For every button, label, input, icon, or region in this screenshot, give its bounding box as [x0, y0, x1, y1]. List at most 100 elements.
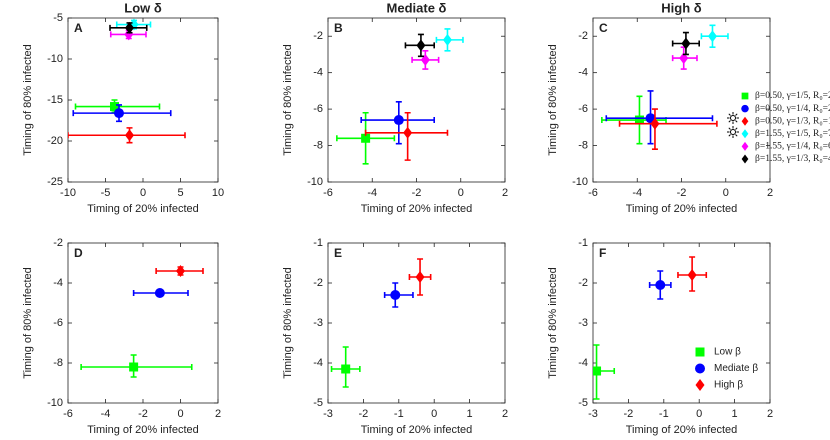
x-tick-label: 5: [177, 187, 183, 199]
legend-label: β=1.55, γ=1/4, R₀=6.20: [755, 142, 830, 152]
marker: [129, 362, 139, 372]
marker: [361, 133, 371, 143]
legend-marker: [741, 92, 749, 100]
y-tick-label: -6: [313, 103, 323, 115]
legend-marker: [695, 363, 705, 374]
x-tick-label: -5: [101, 187, 111, 199]
y-axis-label: Timing of 80% infected: [282, 267, 294, 378]
y-tick-label: -25: [47, 176, 63, 188]
legend-label: β=0.50, γ=1/4, R₀=2.00: [755, 104, 830, 114]
legend-marker: [741, 104, 749, 113]
y-tick-label: -6: [53, 317, 63, 329]
legend-marker: [741, 129, 749, 139]
y-tick-label: -10: [47, 397, 63, 409]
y-tick-label: -5: [53, 12, 63, 24]
x-tick-label: -1: [659, 408, 669, 420]
y-tick-label: -10: [307, 176, 323, 188]
x-tick-label: -1: [394, 408, 404, 420]
panel-title: High δ: [661, 0, 701, 15]
y-tick-label: -4: [53, 277, 63, 289]
marker: [341, 364, 351, 374]
x-tick-label: 10: [212, 187, 224, 199]
x-tick-label: 1: [467, 408, 473, 420]
x-tick-label: 0: [177, 408, 183, 420]
x-tick-label: -2: [412, 187, 422, 199]
legend-marker: [695, 379, 705, 391]
axes-box: [327, 242, 506, 404]
marker: [416, 39, 426, 52]
x-error-bar: [605, 115, 714, 122]
legend-label: High β: [714, 380, 743, 391]
x-tick-label: -3: [588, 408, 598, 420]
y-tick-label: -2: [578, 30, 588, 42]
y-tick-label: -2: [313, 30, 323, 42]
x-tick-label: 2: [767, 187, 773, 199]
plot-area: [80, 265, 204, 378]
x-tick-label: -4: [367, 187, 377, 199]
y-tick-label: -5: [313, 397, 323, 409]
y-tick-label: -15: [47, 94, 63, 106]
y-tick-label: -3: [578, 317, 588, 329]
legend-marker: [695, 347, 705, 357]
panel-label: F: [599, 246, 606, 260]
marker: [176, 265, 185, 277]
x-tick-label: -4: [101, 408, 111, 420]
legend-label: β=1.55, γ=1/3, R₀=4.65: [755, 154, 830, 164]
marker: [707, 30, 717, 43]
y-tick-label: -10: [572, 176, 588, 188]
y-tick-label: -4: [313, 67, 323, 79]
x-tick-label: -6: [63, 408, 73, 420]
panel-title: Low δ: [124, 0, 162, 15]
marker: [415, 271, 425, 283]
marker: [114, 108, 124, 119]
x-tick-label: 2: [502, 408, 508, 420]
x-tick-label: 1: [732, 408, 738, 420]
marker: [393, 115, 404, 126]
x-error-bar: [618, 120, 718, 127]
y-tick-label: -6: [578, 103, 588, 115]
x-tick-label: -2: [677, 187, 687, 199]
y-tick-label: -4: [313, 357, 323, 369]
y-axis-label: Timing of 80% infected: [282, 44, 294, 155]
marker: [403, 126, 413, 139]
plot-area: [593, 256, 708, 400]
x-axis-label: Timing of 20% infected: [626, 203, 737, 215]
legend-label: Low β: [714, 347, 741, 358]
x-tick-label: 0: [696, 408, 702, 420]
marker: [655, 280, 666, 290]
plot-area: [601, 24, 729, 150]
x-tick-label: -10: [60, 187, 76, 199]
panel-label: E: [334, 246, 342, 260]
legend-marker: [741, 141, 749, 151]
panel-label: D: [74, 246, 83, 260]
axes-box: [592, 242, 771, 404]
marker: [634, 115, 644, 125]
x-tick-label: 0: [431, 408, 437, 420]
marker: [687, 269, 697, 281]
plot-area: [68, 18, 186, 144]
x-axis-label: Timing of 20% infected: [361, 424, 472, 436]
y-axis-label: Timing of 80% infected: [22, 44, 34, 155]
marker: [125, 129, 134, 142]
marker: [650, 117, 660, 130]
y-tick-label: -3: [313, 317, 323, 329]
marker: [593, 366, 602, 376]
legend-label: β=1.55, γ=1/5, R₀=7.75: [755, 129, 830, 139]
plot-area: [330, 258, 432, 388]
marker: [124, 28, 134, 41]
y-tick-label: -1: [578, 237, 588, 249]
axes-box: [327, 17, 506, 183]
marker: [390, 290, 401, 300]
axes-box: [67, 17, 219, 183]
legend-marker: [741, 154, 749, 164]
axes-box: [67, 242, 219, 404]
y-tick-label: -8: [53, 357, 63, 369]
x-tick-label: -4: [632, 187, 642, 199]
x-axis-label: Timing of 20% infected: [361, 203, 472, 215]
y-tick-label: -8: [578, 139, 588, 151]
x-tick-label: 2: [767, 408, 773, 420]
x-axis-label: Timing of 20% infected: [87, 203, 198, 215]
marker: [681, 37, 691, 50]
y-axis-label: Timing of 80% infected: [22, 267, 34, 378]
